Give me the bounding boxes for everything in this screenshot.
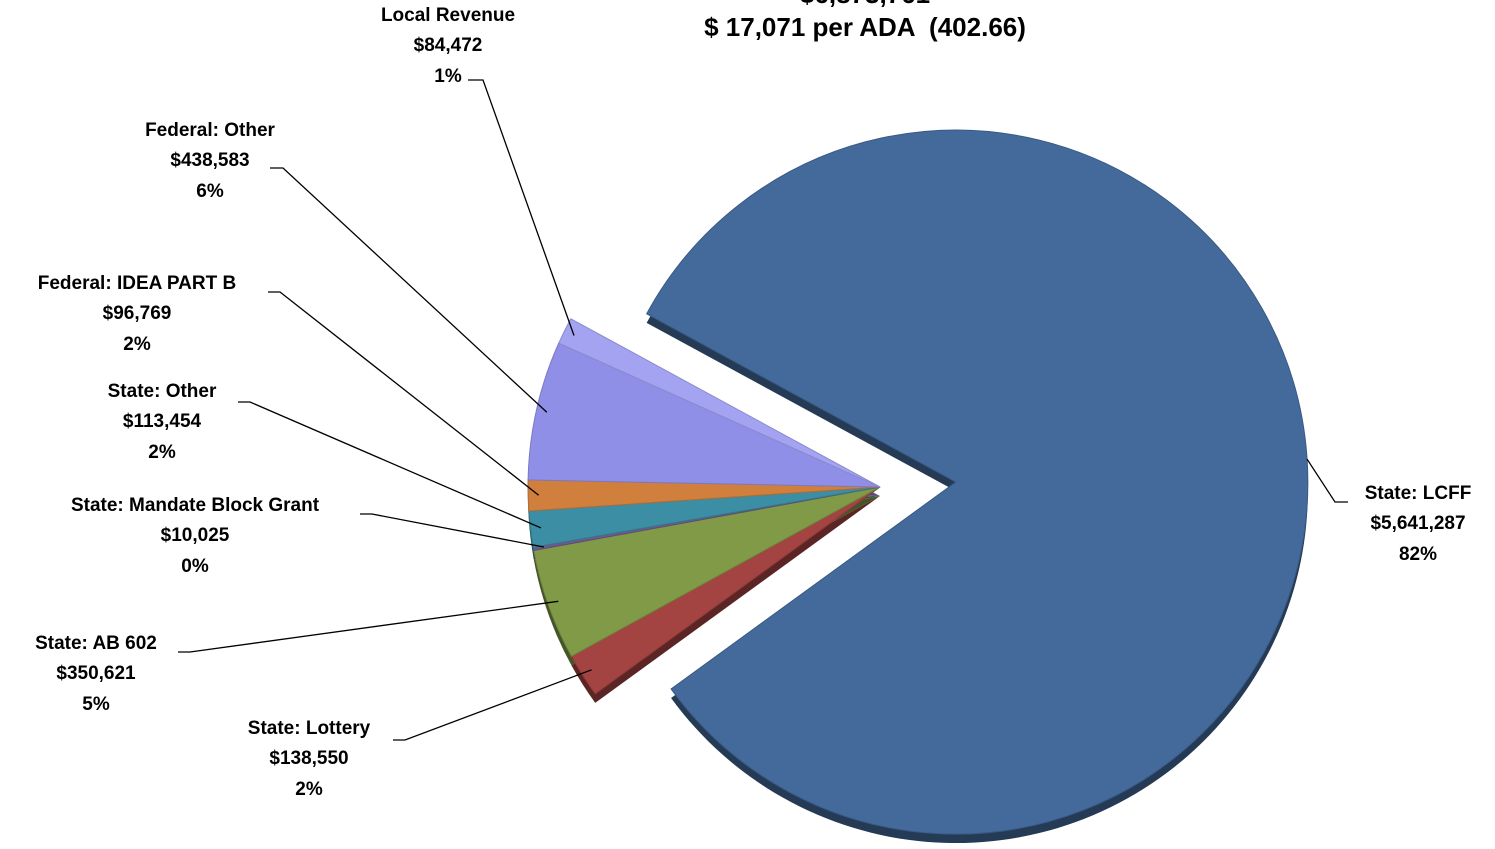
value-label: $138,550 <box>269 748 348 769</box>
chart-title: $6,873,761 <box>800 0 930 9</box>
category-label: State: LCFF <box>1365 483 1472 504</box>
percent-label: 2% <box>148 442 176 463</box>
value-label: $10,025 <box>161 525 230 546</box>
leader-line <box>178 600 559 653</box>
percent-label: 82% <box>1399 544 1437 565</box>
percent-label: 1% <box>434 66 462 87</box>
percent-label: 0% <box>181 556 209 577</box>
pie <box>527 129 1309 835</box>
slice <box>527 342 881 488</box>
leader-line <box>238 401 542 529</box>
slice <box>645 129 1309 835</box>
percent-label: 2% <box>295 779 323 800</box>
category-label: State: Lottery <box>248 718 371 739</box>
percent-label: 5% <box>82 694 110 715</box>
leader-line <box>268 291 540 496</box>
value-label: $350,621 <box>56 663 136 684</box>
leader-line <box>393 669 592 741</box>
leader-line <box>1306 458 1348 503</box>
chart-subtitle: $ 17,071 per ADA (402.66) <box>704 12 1026 42</box>
percent-label: 2% <box>123 334 151 355</box>
leader-line <box>270 167 548 413</box>
category-label: Local Revenue <box>381 5 515 26</box>
percent-label: 6% <box>196 181 224 202</box>
leader-line <box>468 79 575 336</box>
slice <box>558 318 881 488</box>
category-label: State: AB 602 <box>35 633 157 654</box>
category-label: State: Other <box>108 381 217 402</box>
value-label: $5,641,287 <box>1370 513 1465 534</box>
leader-line <box>360 513 544 548</box>
value-label: $96,769 <box>103 303 172 324</box>
value-label: $84,472 <box>414 35 483 56</box>
category-label: Federal: IDEA PART B <box>38 273 236 294</box>
category-label: State: Mandate Block Grant <box>71 495 320 516</box>
value-label: $113,454 <box>123 411 202 432</box>
value-label: $438,583 <box>170 150 249 171</box>
category-label: Federal: Other <box>145 120 275 141</box>
